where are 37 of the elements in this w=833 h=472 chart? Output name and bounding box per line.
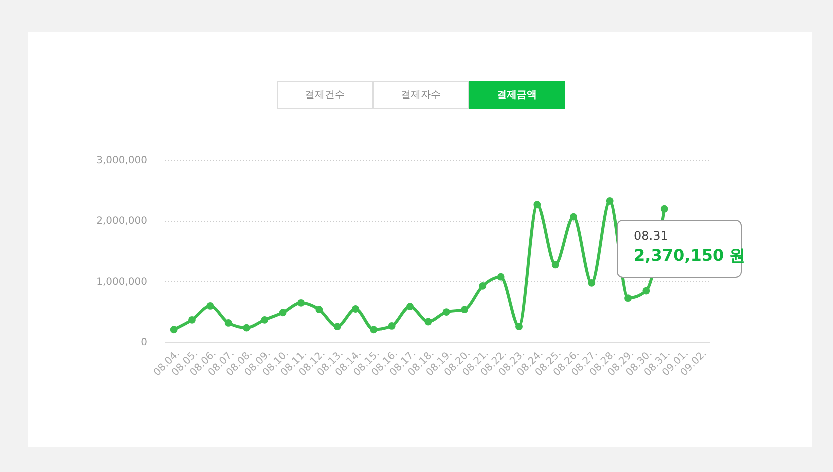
point: [461, 306, 468, 314]
y-tick-label: 1,000,000: [96, 276, 148, 288]
point: [170, 326, 178, 334]
point: [316, 306, 324, 314]
point: [206, 302, 214, 310]
point: [479, 282, 487, 290]
point: [352, 306, 360, 313]
point: [424, 318, 432, 326]
point: [442, 308, 450, 316]
point: [588, 279, 596, 287]
point: [606, 198, 614, 205]
point: [279, 309, 287, 317]
point: [624, 294, 632, 302]
annotation: 08.31: [634, 229, 670, 243]
point: [534, 201, 542, 209]
tab-button: 결제금액: [469, 81, 565, 109]
point: [660, 205, 668, 213]
tab-button: 결제자수: [373, 81, 469, 109]
point: [642, 287, 650, 295]
point: [388, 322, 396, 330]
point: [516, 323, 523, 331]
tooltip-box: 08.31 2,370,150 원: [617, 220, 742, 278]
point: [406, 303, 414, 311]
point: [261, 316, 269, 324]
point: [243, 324, 250, 332]
y-tick-label: 0: [141, 338, 148, 348]
point: [298, 299, 305, 307]
point: [370, 326, 378, 334]
point: [224, 319, 232, 327]
y-tick-label: 2,000,000: [96, 216, 148, 228]
point: [552, 261, 560, 269]
point: [570, 213, 578, 221]
tab-button: 결제건수: [277, 81, 373, 109]
point: [188, 316, 196, 324]
point: [497, 273, 505, 281]
y-tick-label: 3,000,000: [96, 156, 148, 166]
point: [334, 323, 342, 331]
